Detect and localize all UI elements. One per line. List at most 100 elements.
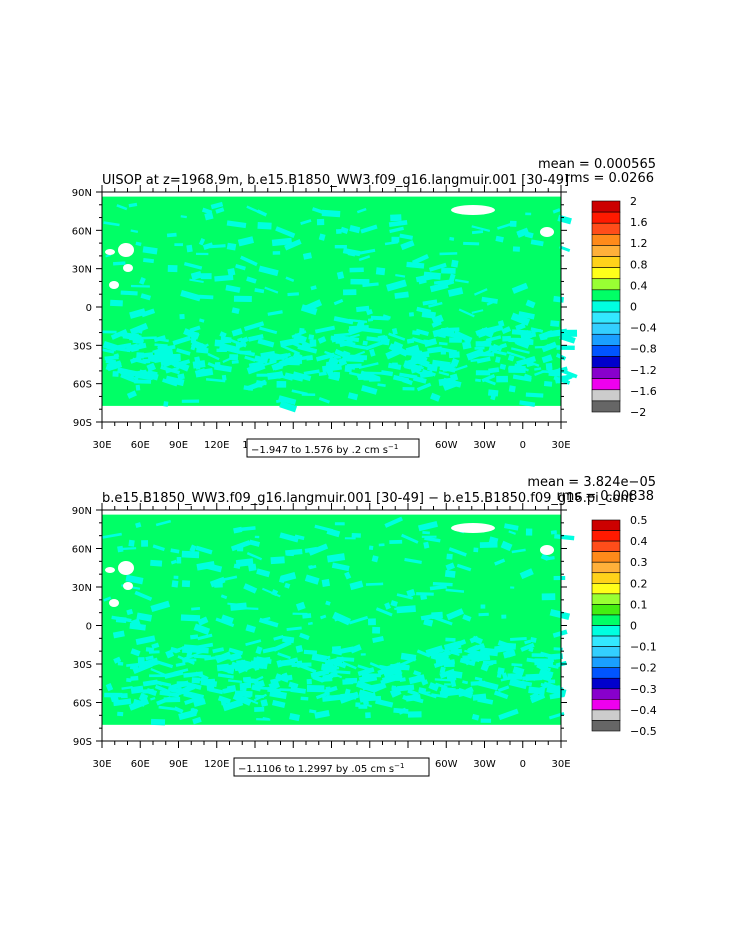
pattern-patch <box>494 558 506 566</box>
pattern-patch <box>358 362 379 370</box>
pattern-patch <box>297 344 318 354</box>
pattern-patch <box>248 563 257 572</box>
pattern-patch <box>371 555 379 563</box>
pattern-patch <box>442 377 462 388</box>
pattern-patch <box>462 680 469 685</box>
pattern-patch <box>413 697 424 704</box>
pattern-patch <box>220 698 227 706</box>
pattern-patch <box>149 674 166 678</box>
pattern-patch <box>356 207 367 214</box>
pattern-patch <box>438 659 455 667</box>
x-tick-label: 30W <box>473 440 496 451</box>
pattern-patch <box>304 546 318 554</box>
pattern-patch <box>196 347 209 354</box>
pattern-patch <box>285 276 295 282</box>
pattern-patch <box>406 588 416 598</box>
pattern-patch <box>178 709 197 721</box>
y-tick-label: 90S <box>73 737 92 748</box>
pattern-patch <box>150 559 163 567</box>
pattern-patch <box>342 678 354 685</box>
colorbar-swatch <box>591 345 621 357</box>
pattern-patch <box>351 533 361 538</box>
pattern-patch <box>331 562 350 572</box>
pattern-patch <box>380 370 394 377</box>
x-tick-label: 120E <box>204 440 229 451</box>
pattern-patch <box>228 647 244 656</box>
colorbar-swatch <box>591 614 621 626</box>
pattern-patch <box>311 207 328 216</box>
pattern-patch <box>181 653 198 661</box>
pattern-patch <box>497 667 505 675</box>
pattern-patch <box>508 530 516 535</box>
x-tick-label: 30E <box>551 440 570 451</box>
pattern-patch <box>287 356 295 365</box>
pattern-patch <box>410 363 424 370</box>
pattern-patch <box>220 614 234 625</box>
pattern-patch <box>510 586 515 589</box>
pattern-patch <box>185 645 202 654</box>
pattern-patch <box>181 550 200 559</box>
pattern-patch <box>396 605 416 614</box>
pattern-patch <box>112 371 119 377</box>
x-tick-label: 60E <box>131 440 150 451</box>
pattern-patch <box>141 308 156 318</box>
pattern-patch <box>295 601 306 611</box>
pattern-patch <box>183 671 204 678</box>
pattern-patch <box>325 686 331 692</box>
pattern-patch <box>257 222 272 230</box>
colorbar-label: 1.2 <box>630 237 648 250</box>
pattern-patch <box>471 225 491 233</box>
pattern-patch <box>152 348 160 353</box>
pattern-patch <box>451 364 468 373</box>
pattern-patch <box>500 540 513 552</box>
colorbar-label: −1.6 <box>630 385 657 398</box>
pattern-patch <box>297 663 317 674</box>
pattern-patch <box>251 684 262 692</box>
pattern-patch <box>260 656 271 665</box>
pattern-patch <box>221 667 234 674</box>
pattern-patch <box>240 526 256 532</box>
pattern-patch <box>545 555 555 561</box>
pattern-patch <box>286 626 302 631</box>
pattern-patch <box>475 370 491 376</box>
pattern-patch <box>317 336 327 344</box>
pattern-patch <box>271 699 286 709</box>
pattern-patch <box>196 560 215 571</box>
pattern-patch <box>105 365 112 371</box>
pattern-patch <box>150 600 171 613</box>
pattern-patch <box>529 692 540 701</box>
pattern-patch <box>269 353 288 362</box>
pattern-patch <box>219 331 227 339</box>
colorbar-label: 0.3 <box>630 556 648 569</box>
y-tick-label: 60N <box>72 226 92 237</box>
colorbar-label: 0 <box>630 620 637 633</box>
colorbar-swatch <box>591 667 621 679</box>
pattern-patch <box>273 634 284 641</box>
pattern-patch <box>475 378 481 383</box>
pattern-patch <box>512 666 525 676</box>
colorbar-swatch <box>591 572 621 584</box>
pattern-patch <box>257 338 275 348</box>
pattern-patch <box>288 681 299 689</box>
pattern-patch <box>193 623 211 636</box>
pattern-patch <box>388 332 406 341</box>
pattern-patch <box>215 654 222 660</box>
pattern-patch <box>326 553 346 563</box>
pattern-patch <box>448 351 460 359</box>
pattern-patch <box>117 661 124 666</box>
pattern-patch <box>368 618 376 626</box>
pattern-patch <box>404 557 422 565</box>
pattern-patch <box>290 686 306 694</box>
pattern-patch <box>516 356 537 367</box>
pattern-patch <box>200 273 212 280</box>
pattern-patch <box>362 340 368 346</box>
colorbar-swatch <box>591 699 621 711</box>
pattern-patch <box>438 341 448 346</box>
pattern-patch <box>541 354 553 364</box>
pattern-patch <box>358 255 371 262</box>
pattern-patch <box>164 669 184 679</box>
pattern-patch <box>333 298 344 306</box>
pattern-patch <box>309 709 317 714</box>
pattern-patch <box>235 340 247 349</box>
pattern-patch <box>556 345 575 351</box>
